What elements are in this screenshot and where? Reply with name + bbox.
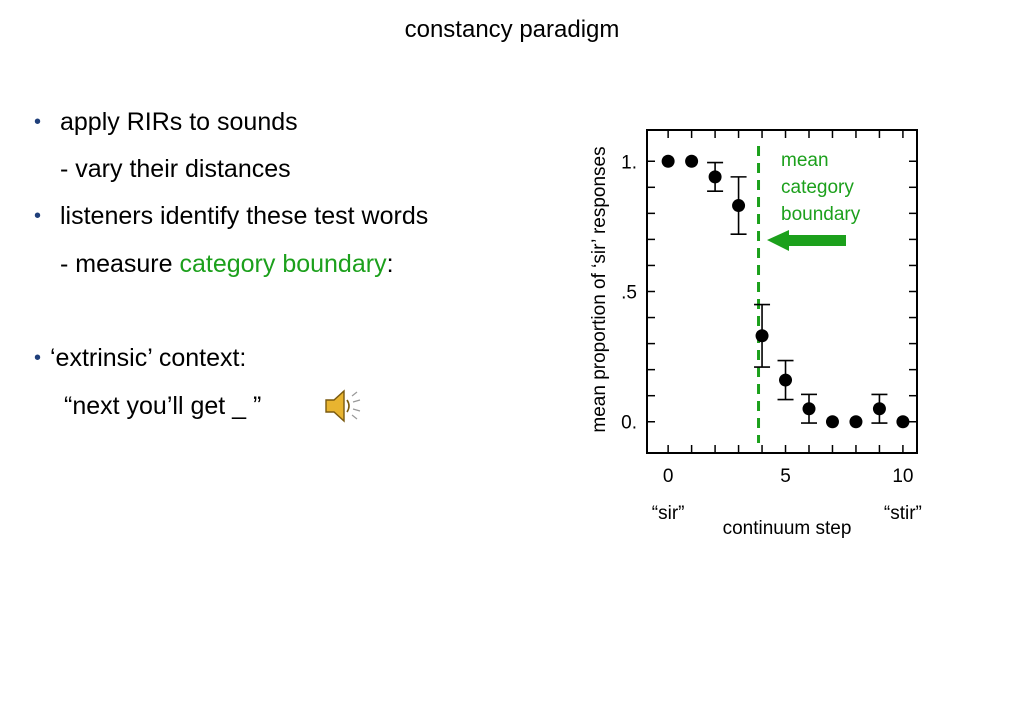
data-point bbox=[849, 415, 863, 429]
speaker-icon[interactable] bbox=[322, 388, 362, 424]
bullet-extrinsic-context: • ‘extrinsic’ context: bbox=[34, 344, 246, 373]
bullet-text: apply RIRs to sounds bbox=[60, 108, 298, 136]
annotation-text: boundary bbox=[781, 204, 861, 225]
data-point bbox=[732, 199, 746, 213]
data-point bbox=[802, 402, 816, 416]
data-point bbox=[708, 170, 722, 184]
x-tick-label: 5 bbox=[780, 466, 791, 487]
data-point bbox=[755, 329, 769, 343]
axis-labels: 0 5 10 1. .5 0. “sir” “stir” continuum step mean … bbox=[589, 146, 922, 539]
y-tick-label: 1. bbox=[621, 152, 637, 173]
bullet-dot: • bbox=[34, 205, 42, 227]
annotation-layer: mean category boundary bbox=[767, 150, 861, 251]
data-point bbox=[872, 402, 886, 416]
bullet-listeners-identify: • listeners identify these test words bbox=[34, 202, 428, 231]
y-tick-label: 0. bbox=[621, 413, 637, 434]
sub-item-next-youll-get: “next you’ll get _ ” bbox=[64, 392, 262, 420]
measure-suffix: : bbox=[386, 250, 394, 278]
data-point bbox=[825, 415, 839, 429]
data-point bbox=[661, 154, 675, 168]
measure-prefix: - measure bbox=[60, 250, 180, 278]
axis-ticks bbox=[647, 130, 917, 453]
bullet-apply-rirs: • apply RIRs to sounds bbox=[34, 108, 298, 137]
bullet-text: ‘extrinsic’ context: bbox=[50, 344, 247, 372]
y-tick-label: .5 bbox=[621, 283, 637, 304]
sub-item-vary-distances: - vary their distances bbox=[60, 155, 291, 183]
data-point bbox=[896, 415, 910, 429]
bullet-text: listeners identify these test words bbox=[60, 202, 429, 230]
x-tick-label: 10 bbox=[892, 466, 913, 487]
identification-chart: 0 5 10 1. .5 0. “sir” “stir” continuum step mean … bbox=[589, 129, 922, 539]
x-tick-label: 0 bbox=[663, 466, 674, 487]
sub-item-measure-boundary: - measure category boundary: bbox=[60, 250, 394, 279]
y-axis-title: mean proportion of ‘sir’ responses bbox=[589, 146, 610, 432]
x-endpoint-label: “stir” bbox=[884, 503, 922, 524]
x-axis-title: continuum step bbox=[723, 518, 852, 539]
annotation-text: mean bbox=[781, 150, 829, 171]
data-point bbox=[685, 154, 699, 168]
category-boundary-highlight: category boundary bbox=[179, 250, 387, 278]
bullet-dot: • bbox=[34, 347, 42, 369]
x-endpoint-label: “sir” bbox=[652, 503, 685, 524]
slide-title: constancy paradigm bbox=[404, 16, 620, 43]
annotation-arrow bbox=[767, 230, 846, 251]
bullet-dot: • bbox=[34, 111, 42, 133]
annotation-text: category bbox=[781, 177, 854, 198]
data-point bbox=[779, 373, 793, 387]
data-points bbox=[661, 154, 910, 429]
